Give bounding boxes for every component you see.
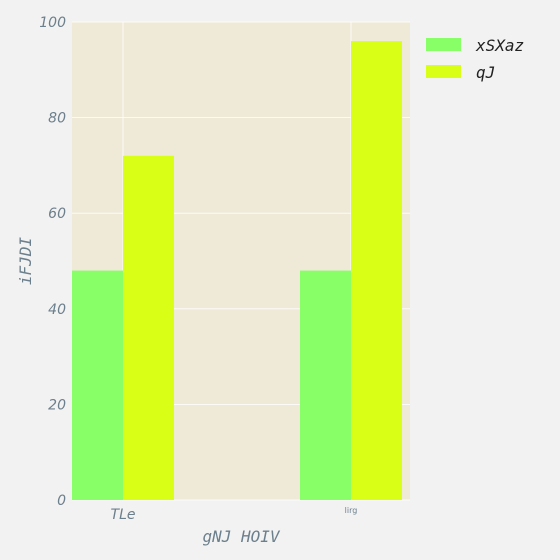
- y-tick-label: 20: [48, 397, 66, 413]
- legend-swatch-xSXaz: [426, 38, 461, 51]
- y-tick-label: 60: [48, 206, 66, 222]
- legend-label-xSXaz: xSXaz: [475, 36, 524, 55]
- legend: xSXaz qJ: [426, 36, 524, 82]
- x-axis-title: gNJ HOIV: [202, 527, 280, 546]
- y-tick-label: 100: [39, 15, 66, 31]
- y-tick-label: 0: [57, 493, 66, 509]
- bar-qJ-TLe: [123, 155, 174, 500]
- y-tick-label: 80: [48, 111, 66, 127]
- bar-xSXaz-TLe: [72, 270, 123, 500]
- x-tick-label: TLe: [111, 507, 136, 523]
- x-tick-label: lirg: [345, 506, 358, 515]
- y-axis-title: iFJDI: [16, 237, 35, 286]
- legend-label-qJ: qJ: [476, 63, 495, 82]
- y-axis-ticks: 0 20 40 60 80 100: [39, 15, 66, 509]
- x-axis-ticks: TLe lirg: [111, 506, 358, 523]
- bars: [72, 41, 402, 501]
- y-tick-label: 40: [48, 302, 66, 318]
- legend-swatch-qJ: [426, 65, 461, 78]
- bar-xSXaz-lirg: [300, 270, 351, 500]
- bar-qJ-lirg: [351, 41, 402, 501]
